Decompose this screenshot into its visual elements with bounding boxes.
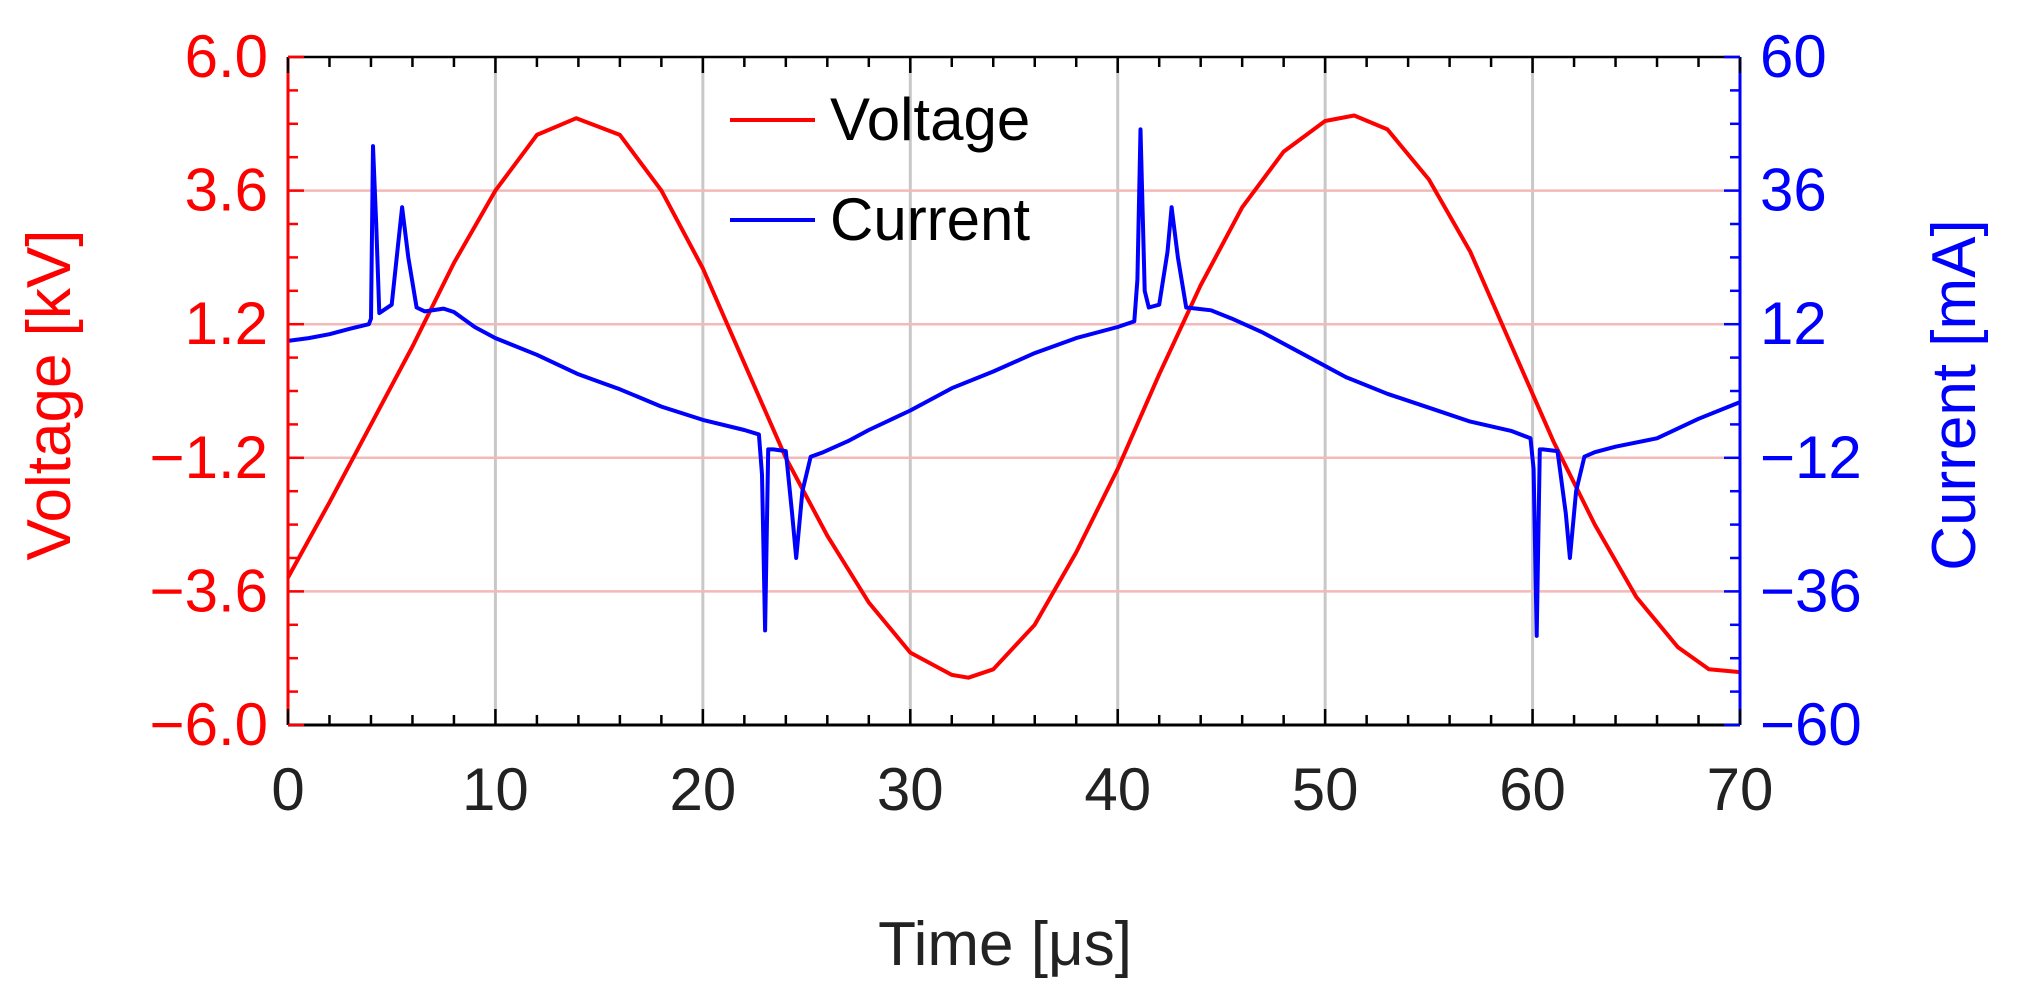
y-right-tick-label: −36: [1760, 557, 1862, 624]
x-tick-label: 10: [462, 756, 529, 823]
y-right-tick-label: −60: [1760, 691, 1862, 758]
tick-labels: 0 10 20 30 40 50 60 70 −6.0 −3.6 −1.2 1.2 3.6 6.0 −60 −…: [150, 23, 1862, 823]
legend-label-current: Current: [830, 186, 1030, 253]
ticks: [286, 55, 1742, 727]
y-left-tick-label: −6.0: [150, 691, 268, 758]
x-axis-title: Time [μs]: [878, 910, 1132, 979]
series-layer: [286, 113, 1741, 680]
series-line-voltage: [286, 113, 1741, 680]
y-left-tick-label: −1.2: [150, 424, 268, 491]
legend-label-voltage: Voltage: [830, 86, 1030, 153]
x-tick-label: 30: [877, 756, 944, 823]
series-line-current: [287, 127, 1741, 638]
y-right-axis-title: Current [mA]: [1920, 219, 1989, 570]
y-left-tick-label: 3.6: [185, 157, 268, 224]
x-tick-label: 0: [271, 756, 304, 823]
x-tick-label: 70: [1707, 756, 1774, 823]
plot-frame: [286, 55, 1742, 727]
x-tick-label: 50: [1292, 756, 1359, 823]
y-right-tick-label: 12: [1760, 290, 1827, 357]
x-tick-label: 40: [1084, 756, 1151, 823]
y-right-tick-label: 60: [1760, 23, 1827, 90]
x-tick-label: 60: [1499, 756, 1566, 823]
y-right-tick-label: −12: [1760, 424, 1862, 491]
y-left-tick-label: 1.2: [185, 290, 268, 357]
y-right-tick-label: 36: [1760, 157, 1827, 224]
grid: [288, 57, 1740, 725]
legend: Voltage Current: [730, 86, 1030, 253]
y-left-axis-title: Voltage [kV]: [15, 230, 84, 561]
y-left-tick-label: −3.6: [150, 557, 268, 624]
y-left-tick-label: 6.0: [185, 23, 268, 90]
x-tick-label: 20: [669, 756, 736, 823]
